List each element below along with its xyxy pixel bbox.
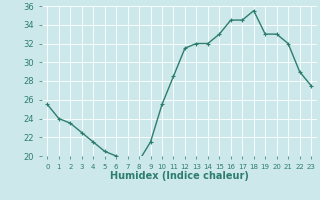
X-axis label: Humidex (Indice chaleur): Humidex (Indice chaleur) — [110, 171, 249, 181]
